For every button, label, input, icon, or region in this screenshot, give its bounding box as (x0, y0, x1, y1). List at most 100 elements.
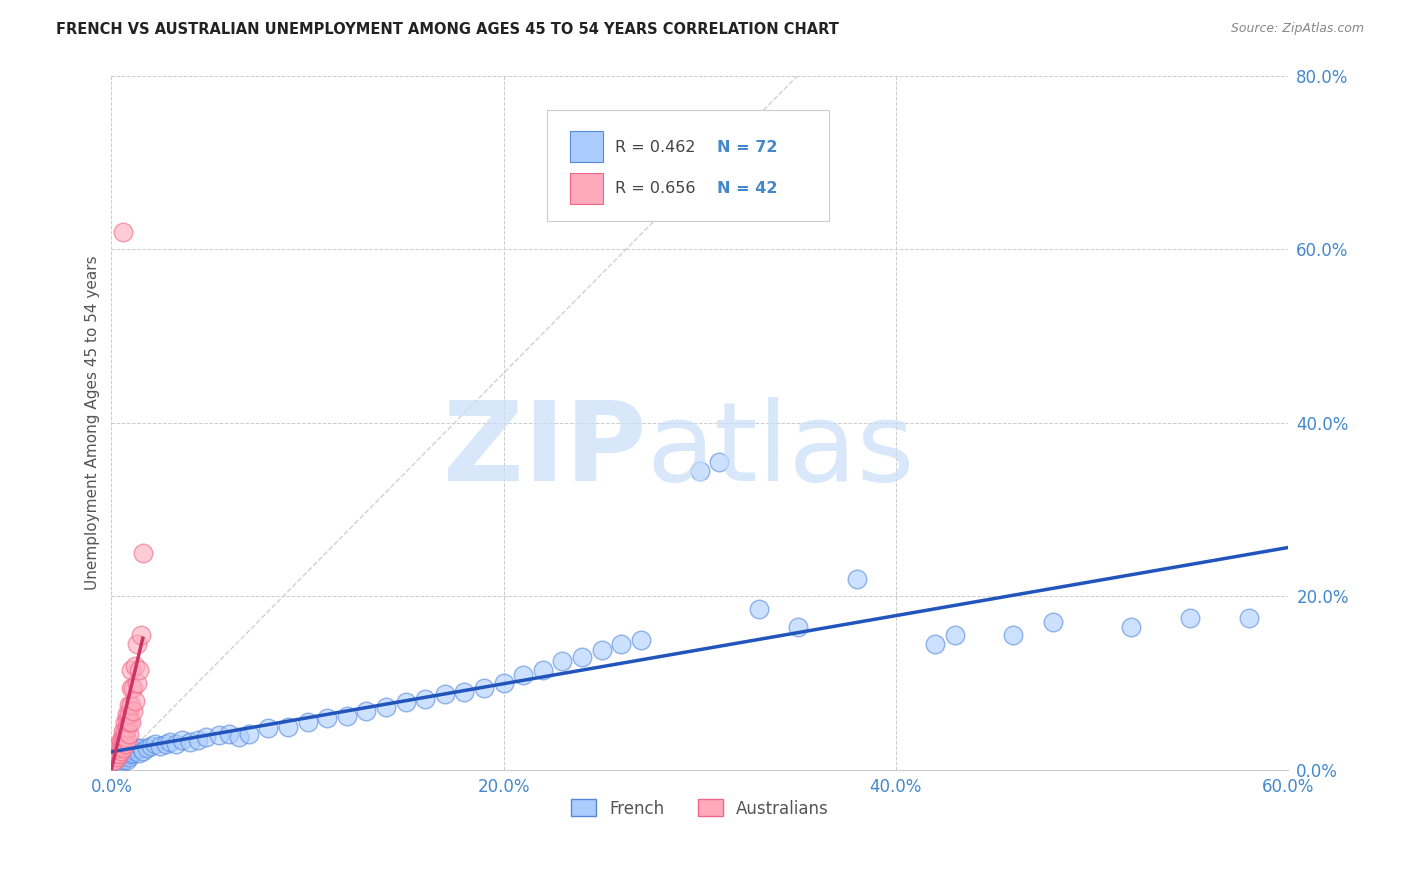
Point (125, 676, 148, 690)
Legend: French, Australians: French, Australians (564, 793, 835, 824)
Point (115, 747, 138, 762)
Point (118, 706, 141, 721)
Point (115, 753, 138, 767)
Point (108, 754, 131, 768)
Point (155, 737, 177, 751)
Point (924, 637, 946, 651)
Point (118, 726, 141, 740)
Point (108, 741, 131, 756)
Point (118, 715, 141, 730)
Point (374, 700, 396, 714)
Point (120, 681, 142, 695)
Text: N = 72: N = 72 (717, 139, 778, 154)
Point (1119, 620, 1142, 634)
Text: R = 0.462: R = 0.462 (614, 139, 696, 154)
Point (453, 685, 475, 699)
Point (316, 711, 339, 725)
Point (297, 715, 319, 730)
Point (120, 663, 142, 677)
Point (108, 737, 131, 751)
Point (104, 747, 127, 762)
Point (112, 225, 135, 239)
Point (551, 655, 574, 669)
Text: FRENCH VS AUSTRALIAN UNEMPLOYMENT AMONG AGES 45 TO 54 YEARS CORRELATION CHART: FRENCH VS AUSTRALIAN UNEMPLOYMENT AMONG … (56, 22, 839, 37)
Point (108, 747, 131, 762)
Point (125, 637, 148, 651)
Point (356, 704, 378, 718)
Point (115, 722, 138, 736)
Point (112, 730, 135, 744)
Point (103, 750, 125, 764)
Point (208, 728, 231, 742)
Point (277, 720, 299, 734)
Point (139, 739, 162, 753)
Point (413, 691, 436, 706)
Point (709, 455, 731, 469)
Text: atlas: atlas (647, 397, 915, 504)
Point (129, 741, 152, 756)
Point (1042, 615, 1064, 630)
Point (129, 628, 152, 642)
Point (124, 693, 146, 707)
Point (120, 741, 142, 756)
Point (610, 637, 633, 651)
Point (630, 632, 652, 647)
Point (122, 746, 145, 760)
Point (110, 739, 132, 753)
Point (105, 741, 128, 756)
Point (132, 744, 155, 758)
Point (112, 723, 135, 738)
Point (104, 756, 127, 770)
Point (747, 602, 769, 616)
Text: R = 0.656: R = 0.656 (614, 181, 696, 196)
Point (159, 735, 181, 749)
Point (115, 732, 138, 747)
Point (118, 744, 141, 758)
Point (122, 704, 145, 718)
FancyBboxPatch shape (571, 173, 603, 204)
Point (228, 730, 250, 744)
Point (110, 750, 132, 764)
FancyBboxPatch shape (571, 131, 603, 162)
Point (120, 715, 142, 730)
Y-axis label: Unemployment Among Ages 45 to 54 years: Unemployment Among Ages 45 to 54 years (86, 255, 100, 591)
Point (194, 730, 217, 744)
Point (108, 747, 131, 762)
Point (394, 695, 416, 709)
Point (238, 726, 260, 740)
Point (218, 726, 240, 740)
Point (112, 741, 135, 756)
Point (1178, 611, 1201, 625)
Point (433, 687, 456, 701)
Point (786, 620, 808, 634)
Point (112, 753, 135, 767)
Point (122, 681, 145, 695)
Text: N = 42: N = 42 (717, 181, 778, 196)
Point (120, 747, 142, 762)
Point (135, 741, 157, 756)
Point (110, 732, 132, 747)
Point (115, 713, 138, 727)
Point (120, 698, 142, 712)
Point (124, 658, 146, 673)
Point (165, 737, 187, 751)
Point (531, 663, 554, 677)
Point (689, 463, 711, 477)
Text: ZIP: ZIP (443, 397, 647, 504)
Point (179, 735, 201, 749)
Point (103, 754, 125, 768)
Point (124, 744, 146, 758)
Point (132, 546, 155, 560)
Point (105, 750, 128, 764)
Point (118, 750, 141, 764)
Point (112, 735, 135, 749)
Point (170, 732, 193, 747)
Point (257, 722, 280, 736)
Point (105, 746, 128, 760)
Point (128, 663, 150, 677)
Point (1237, 611, 1260, 625)
Point (105, 750, 128, 764)
Point (118, 698, 141, 712)
FancyBboxPatch shape (547, 111, 830, 221)
Point (512, 667, 534, 681)
